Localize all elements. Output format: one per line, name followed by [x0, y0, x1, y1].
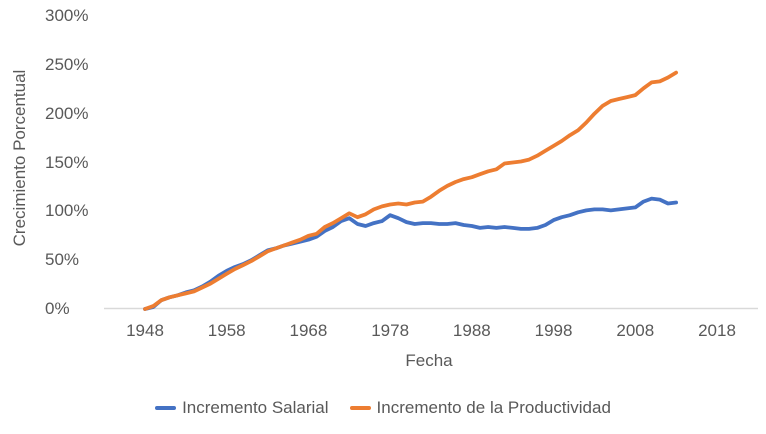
- series-line-incremento-salarial: [143, 196, 678, 311]
- x-tick-label: 1948: [126, 321, 164, 340]
- legend: Incremento Salarial Incremento de la Pro…: [0, 398, 766, 418]
- y-tick-label: 300%: [45, 6, 89, 25]
- legend-marker-incremento-salarial: [155, 406, 177, 410]
- series-line-incremento-productividad: [143, 70, 678, 311]
- legend-label-incremento-productividad: Incremento de la Productividad: [376, 398, 611, 417]
- x-tick-label: 1978: [371, 321, 410, 340]
- y-tick-label: 250%: [45, 54, 89, 74]
- x-tick-label: 1968: [289, 321, 328, 340]
- x-tick-label: 1958: [207, 321, 246, 340]
- legend-item-incremento-productividad: Incremento de la Productividad: [349, 398, 611, 418]
- x-tick-label: 1988: [452, 321, 491, 340]
- y-tick-label: 150%: [45, 152, 89, 172]
- x-axis-title: Fecha: [405, 351, 453, 370]
- y-tick-label: 0%: [45, 299, 70, 318]
- y-tick-label: 50%: [45, 250, 80, 270]
- legend-item-incremento-salarial: Incremento Salarial: [155, 398, 329, 418]
- x-tick-label: 1998: [534, 321, 573, 340]
- legend-label-incremento-salarial: Incremento Salarial: [182, 398, 329, 417]
- y-tick-label: 100%: [45, 201, 89, 221]
- y-tick-label: 200%: [45, 103, 89, 123]
- legend-marker-incremento-productividad: [349, 406, 371, 410]
- x-tick-label: 2018: [698, 321, 736, 340]
- x-tick-label: 2008: [616, 321, 655, 340]
